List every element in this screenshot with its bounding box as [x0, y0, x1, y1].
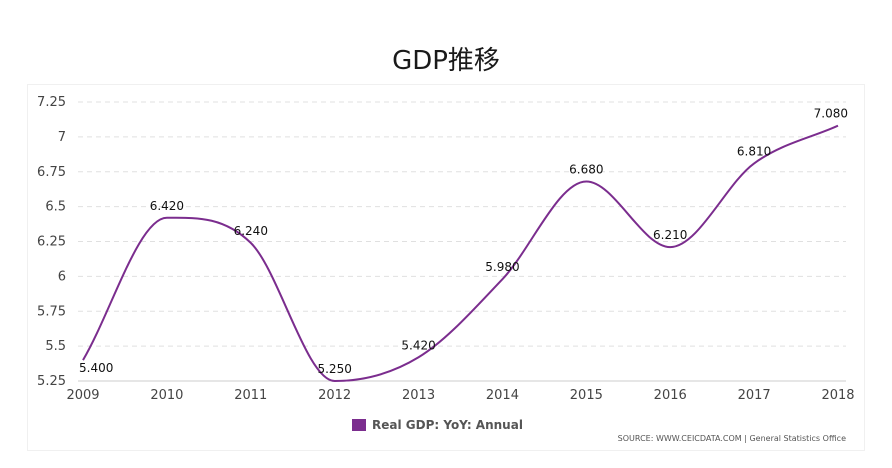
y-tick-label-6.75: 6.75 [37, 165, 66, 180]
y-tick-label-6.5: 6.5 [45, 200, 66, 215]
legend-swatch [352, 419, 366, 431]
legend-label: Real GDP: YoY: Annual [372, 418, 523, 432]
chart-legend[interactable]: Real GDP: YoY: Annual [352, 418, 523, 432]
y-tick-label-5.5: 5.5 [45, 339, 66, 354]
y-tick-label-6: 6 [58, 269, 66, 284]
data-label-2018: 7.080 [814, 107, 848, 121]
data-label-2016: 6.210 [653, 228, 687, 242]
page-title: GDP推移 [392, 46, 500, 76]
data-label-2013: 5.420 [401, 338, 435, 352]
x-tick-label-2017: 2017 [738, 388, 771, 403]
data-label-2011: 6.240 [234, 224, 268, 238]
x-tick-label-2016: 2016 [654, 388, 687, 403]
y-tick-label-5.75: 5.75 [37, 304, 66, 319]
x-tick-label-2013: 2013 [402, 388, 435, 403]
x-tick-label-2015: 2015 [570, 388, 603, 403]
series-line-0 [82, 124, 839, 383]
data-label-2014: 5.980 [485, 260, 519, 274]
series-lines [82, 124, 839, 383]
source-note: SOURCE: WWW.CEICDATA.COM | General Stati… [617, 434, 846, 443]
x-tick-label-2011: 2011 [234, 388, 267, 403]
x-tick-label-2012: 2012 [318, 388, 351, 403]
x-tick-label-2010: 2010 [150, 388, 183, 403]
gridlines [78, 101, 846, 382]
x-tick-label-2018: 2018 [821, 388, 854, 403]
x-tick-label-2009: 2009 [66, 388, 99, 403]
x-tick-label-2014: 2014 [486, 388, 519, 403]
y-tick-label-6.25: 6.25 [37, 235, 66, 250]
data-label-2010: 6.420 [150, 199, 184, 213]
line-chart: 5.25 5.5 5.75 6 6.25 6.5 6.75 7 7.25 2009 2010 2011… [37, 95, 855, 403]
data-label-2009: 5.400 [79, 361, 113, 375]
y-tick-label-7.25: 7.25 [37, 95, 66, 110]
y-tick-label-7: 7 [58, 130, 66, 145]
data-label-2015: 6.680 [569, 163, 603, 177]
y-tick-label-5.25: 5.25 [37, 374, 66, 389]
axis-labels: 5.25 5.5 5.75 6 6.25 6.5 6.75 7 7.25 2009 2010 2011… [37, 95, 855, 403]
data-label-2017: 6.810 [737, 144, 771, 158]
chart-panel: 5.25 5.5 5.75 6 6.25 6.5 6.75 7 7.25 2009 2010 2011… [28, 85, 864, 450]
data-label-2012: 5.250 [317, 362, 351, 376]
data-labels: 5.400 6.420 6.240 5.250 5.420 5.980 6.680 6.210… [79, 107, 848, 376]
